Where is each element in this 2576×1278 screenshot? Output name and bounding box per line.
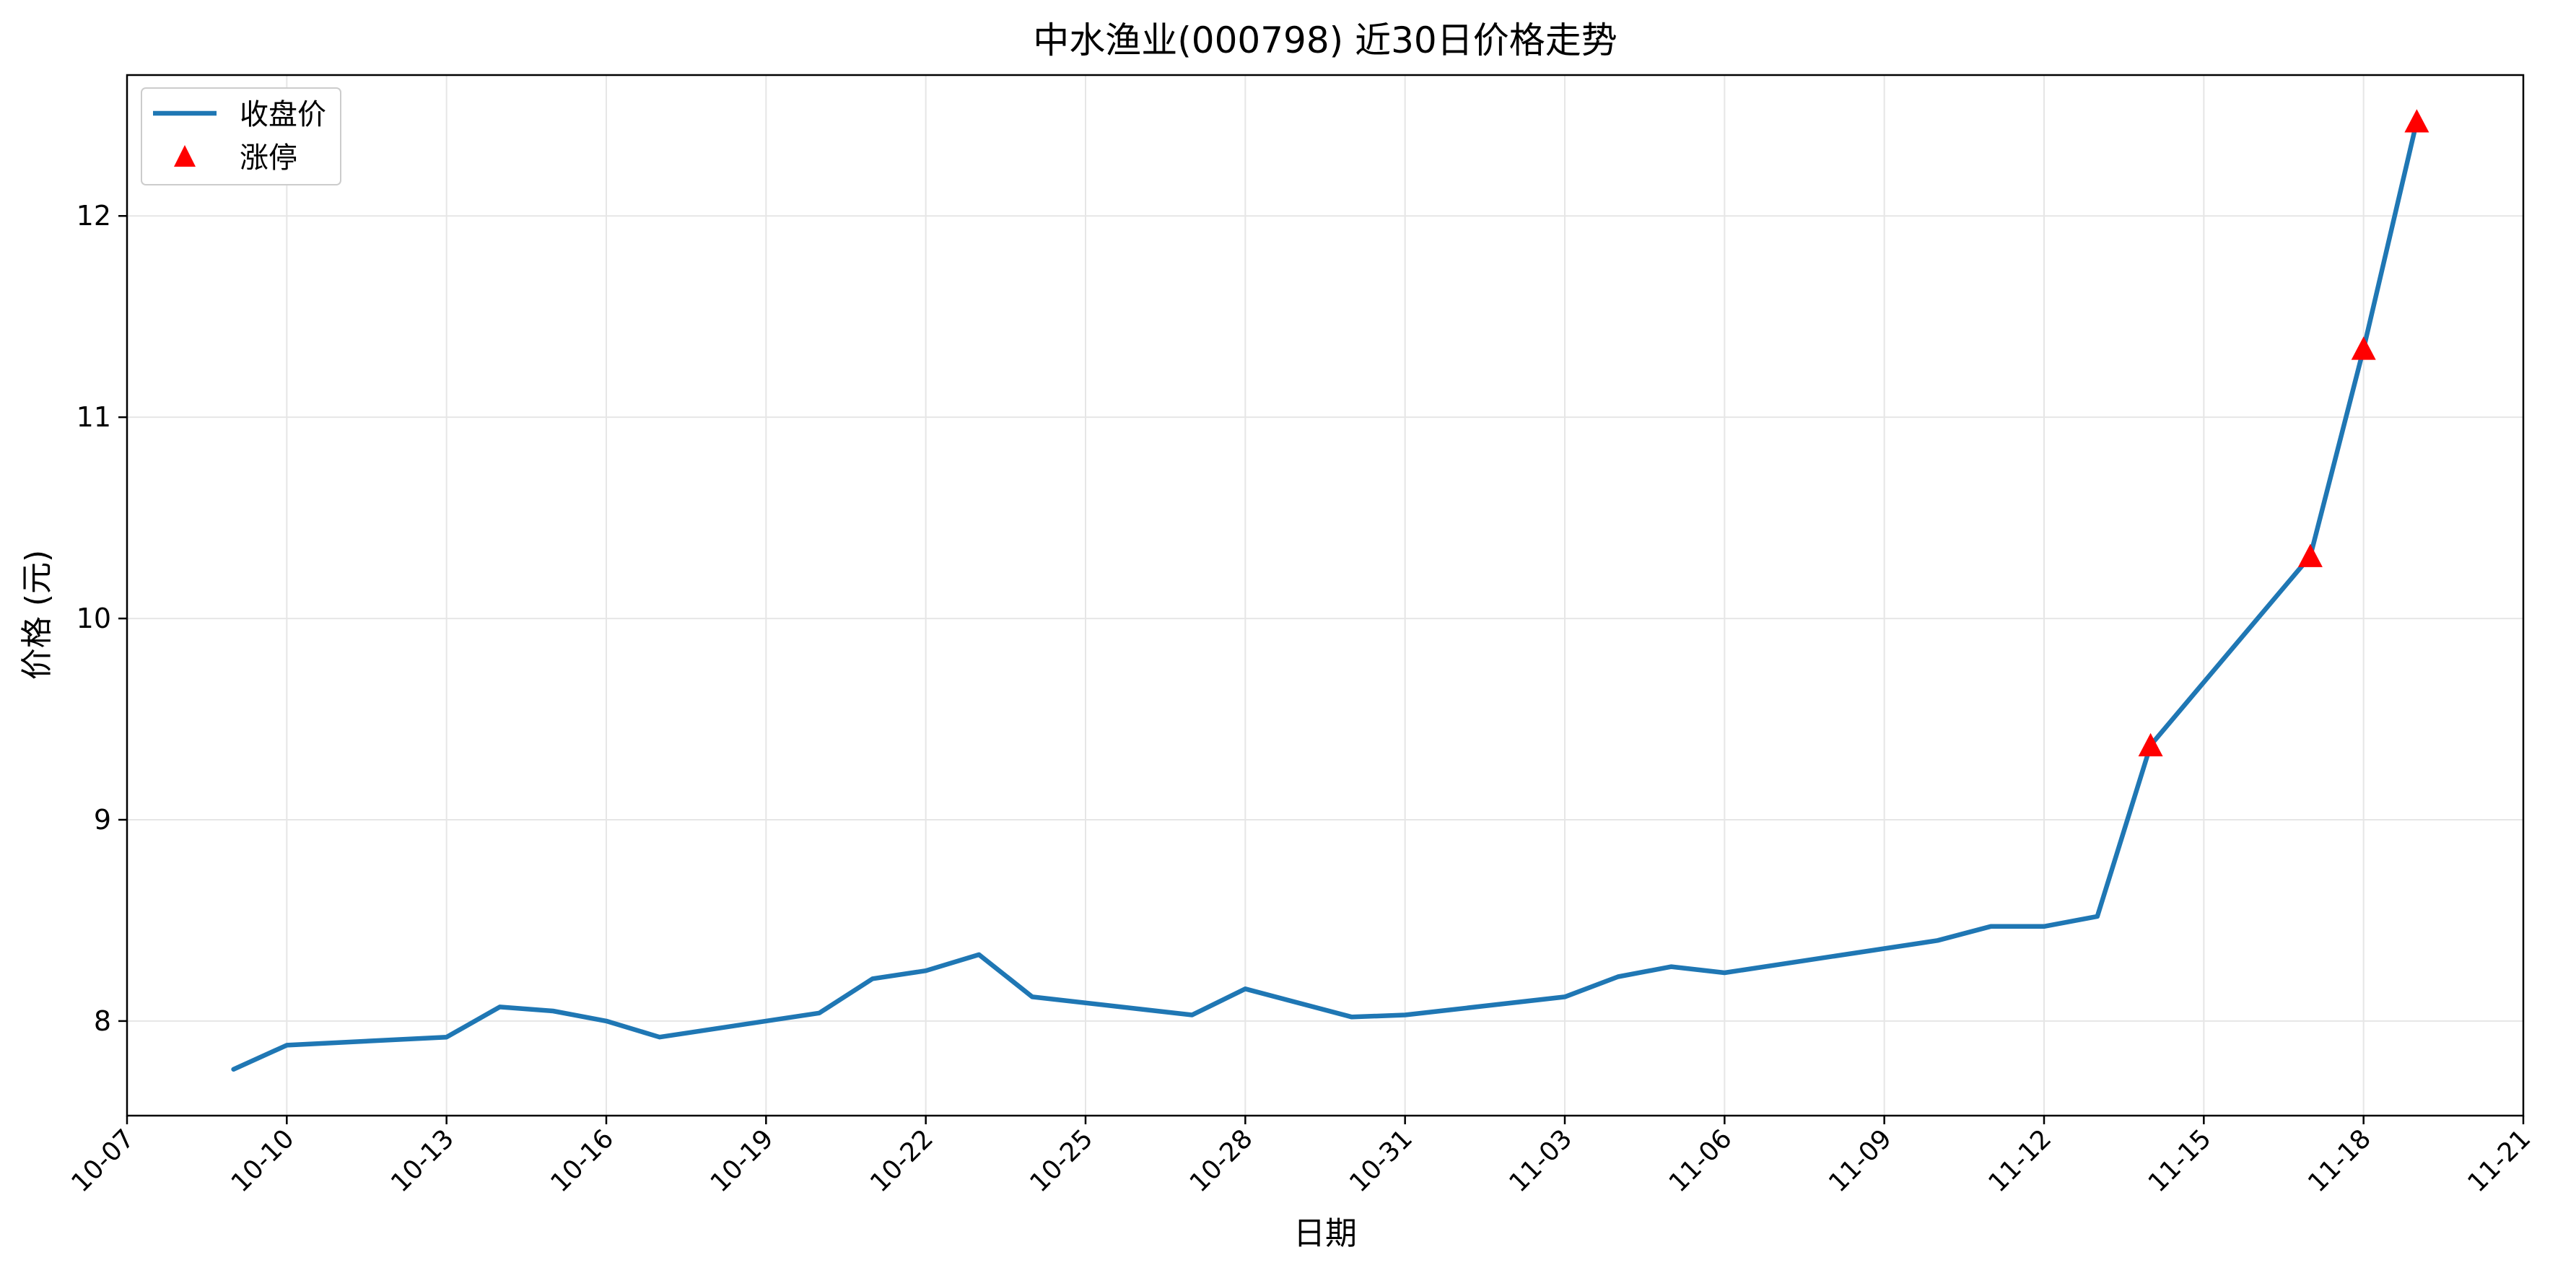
grid-lines: [126, 75, 2524, 1116]
limit-up-marker: [2404, 109, 2429, 133]
close-price-point: [606, 1020, 607, 1022]
y-tick-label: 10: [77, 603, 111, 634]
y-tick-label: 12: [77, 200, 111, 232]
legend-label-limit-up: 涨停: [240, 141, 297, 175]
y-axis-label: 价格 (元): [19, 550, 56, 680]
legend-marker-swatch: [174, 145, 196, 167]
close-price-point: [1671, 966, 1672, 968]
close-price-point: [659, 1036, 660, 1038]
y-axis-ticks: 8 9 10 11 12: [77, 200, 127, 1037]
y-tick-label: 11: [77, 401, 111, 433]
limit-up-marker: [2138, 732, 2163, 757]
close-price-point: [446, 1036, 447, 1038]
chart-title: 中水渔业(000798) 近30日价格走势: [1033, 19, 1617, 61]
legend-label-close-price: 收盘价: [240, 98, 326, 131]
close-price-point: [552, 1010, 554, 1012]
y-tick-label: 9: [94, 804, 111, 836]
series-layer: [231, 109, 2429, 1072]
legend: 收盘价 涨停: [141, 87, 341, 185]
limit-up-marker: [2297, 543, 2323, 567]
close-price-line: [231, 118, 2419, 1072]
close-price-point: [1937, 940, 1938, 941]
limit-up-marker: [2351, 336, 2376, 360]
close-price-point: [1617, 976, 1619, 977]
close-price-point: [2043, 926, 2045, 927]
close-price-point: [818, 1012, 820, 1014]
y-tick-label: 8: [94, 1005, 111, 1037]
plot-frame: [126, 74, 2525, 1117]
x-axis-label: 日期: [1293, 1215, 1357, 1252]
